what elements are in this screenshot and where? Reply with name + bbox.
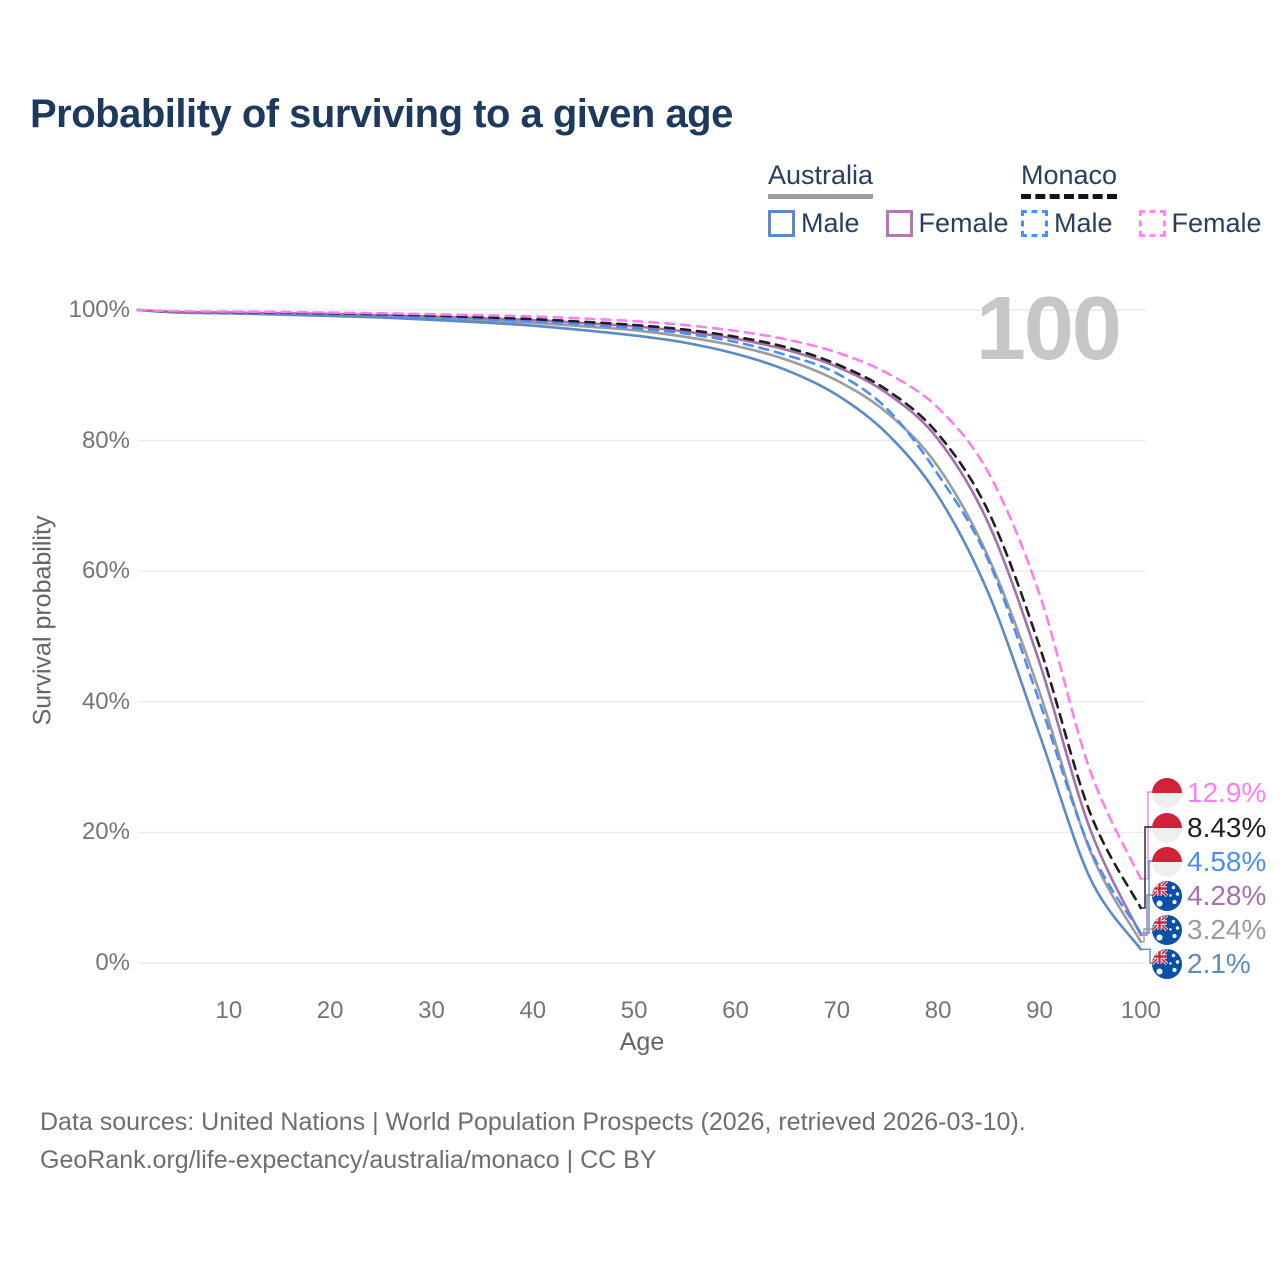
legend-item-monaco-female[interactable]: Female: [1138, 208, 1262, 239]
curve-monaco-female[interactable]: [136, 308, 1143, 881]
x-tick-70: 70: [823, 997, 851, 1024]
y-tick-20%: 20%: [81, 818, 130, 846]
legend-group-australia: Australia Male Female: [768, 160, 1009, 239]
footer-attribution: GeoRank.org/life-expectancy/australia/mo…: [40, 1146, 657, 1174]
legend-items-australia: Male Female: [768, 208, 1009, 239]
monaco-flag-icon: [1152, 813, 1182, 843]
y-axis-title: Survival probability: [28, 515, 57, 726]
end-label-australia[interactable]: 3.24%: [1152, 914, 1266, 946]
y-tick-100%: 100%: [68, 296, 130, 323]
end-label-connector-australia: [1140, 928, 1152, 943]
curve-monaco-male[interactable]: [136, 308, 1143, 935]
legend-item-label: Female: [1171, 208, 1262, 238]
australia-flag-icon: [1152, 881, 1182, 911]
x-tick-40: 40: [519, 997, 547, 1024]
hover-age-watermark: 100: [975, 279, 1122, 379]
y-tick-0%: 0%: [95, 949, 130, 976]
legend-swatch-icon: [1138, 210, 1166, 237]
x-tick-100: 100: [1120, 997, 1161, 1024]
end-label-value: 2.1%: [1187, 948, 1251, 979]
curve-australia-male[interactable]: [136, 308, 1143, 951]
y-tick-40%: 40%: [81, 687, 130, 715]
y-tick-60%: 60%: [81, 557, 130, 585]
x-tick-90: 90: [1026, 997, 1053, 1024]
x-tick-50: 50: [620, 997, 648, 1024]
legend-country-australia[interactable]: Australia: [768, 160, 874, 199]
legend-swatch-icon: [885, 210, 913, 237]
end-label-monaco-male[interactable]: 4.58%: [1152, 846, 1266, 878]
curve-monaco[interactable]: [136, 308, 1143, 910]
curve-australia-female[interactable]: [136, 308, 1143, 937]
end-label-australia-female[interactable]: 4.28%: [1152, 880, 1266, 912]
monaco-flag-icon: [1152, 778, 1182, 808]
legend-group-monaco: Monaco Male Female: [1021, 160, 1262, 239]
monaco-flag-icon: [1152, 847, 1182, 877]
legend-item-monaco-male[interactable]: Male: [1021, 208, 1113, 239]
end-label-monaco[interactable]: 8.43%: [1152, 812, 1266, 844]
end-label-value: 8.43%: [1187, 812, 1267, 843]
legend-item-label: Male: [801, 208, 860, 238]
australia-flag-icon: [1152, 949, 1182, 979]
footer-sources: Data sources: United Nations | World Pop…: [40, 1108, 1026, 1136]
legend-item-australia-female[interactable]: Female: [885, 208, 1009, 239]
legend-item-australia-male[interactable]: Male: [768, 208, 860, 239]
page-title: Probability of surviving to a given age: [30, 92, 733, 136]
end-label-connector-monaco-female: [1140, 791, 1152, 880]
legend-country-monaco[interactable]: Monaco: [1021, 160, 1118, 199]
end-label-monaco-female[interactable]: 12.9%: [1152, 777, 1266, 809]
legend-swatch-icon: [1021, 210, 1048, 237]
end-label-value: 4.58%: [1187, 846, 1267, 877]
legend-item-label: Female: [918, 208, 1009, 238]
end-label-connector-monaco: [1140, 826, 1152, 909]
x-axis-title: Age: [619, 1028, 665, 1056]
legend-item-label: Male: [1054, 208, 1113, 238]
end-label-value: 4.28%: [1187, 880, 1267, 911]
x-tick-20: 20: [316, 997, 344, 1024]
end-label-connector-monaco-male: [1140, 860, 1152, 934]
legend-items-monaco: Male Female: [1021, 208, 1262, 239]
x-tick-80: 80: [924, 997, 952, 1024]
x-tick-60: 60: [722, 997, 749, 1024]
curve-australia[interactable]: [136, 308, 1143, 944]
end-label-australia-male[interactable]: 2.1%: [1152, 948, 1251, 980]
end-label-connector-australia-male: [1140, 948, 1152, 964]
australia-flag-icon: [1152, 915, 1182, 945]
legend-swatch-icon: [768, 210, 795, 237]
end-label-value: 3.24%: [1187, 914, 1267, 945]
x-tick-30: 30: [418, 997, 445, 1024]
end-label-value: 12.9%: [1187, 777, 1267, 808]
y-tick-80%: 80%: [81, 426, 130, 454]
x-tick-10: 10: [215, 997, 243, 1024]
